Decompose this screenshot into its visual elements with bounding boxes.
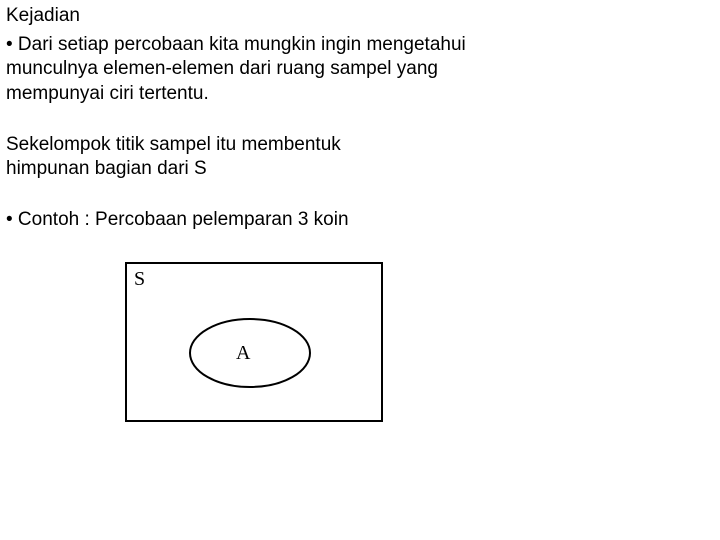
- heading-kejadian: Kejadian: [6, 4, 710, 29]
- bullet-1-line-1: • Dari setiap percobaan kita mungkin ing…: [6, 34, 466, 55]
- para2-line-2: himpunan bagian dari S: [6, 158, 207, 179]
- slide-content: Kejadian • Dari setiap percobaan kita mu…: [0, 0, 720, 425]
- bullet-1: • Dari setiap percobaan kita mungkin ing…: [6, 33, 710, 107]
- para2-line-1: Sekelompok titik sampel itu membentuk: [6, 134, 341, 155]
- label-S: S: [134, 268, 145, 290]
- sample-space-box: [126, 263, 382, 421]
- venn-svg: S A: [124, 261, 386, 425]
- paragraph-2: Sekelompok titik sampel itu membentuk hi…: [6, 133, 710, 182]
- spacer-2: [6, 186, 710, 208]
- bullet-2: • Contoh : Percobaan pelemparan 3 koin: [6, 208, 710, 233]
- spacer-1: [6, 111, 710, 133]
- bullet-1-line-2: munculnya elemen-elemen dari ruang sampe…: [6, 58, 438, 79]
- bullet-1-line-3: mempunyai ciri tertentu.: [6, 83, 209, 104]
- label-A: A: [236, 342, 251, 364]
- venn-diagram: S A: [124, 261, 710, 425]
